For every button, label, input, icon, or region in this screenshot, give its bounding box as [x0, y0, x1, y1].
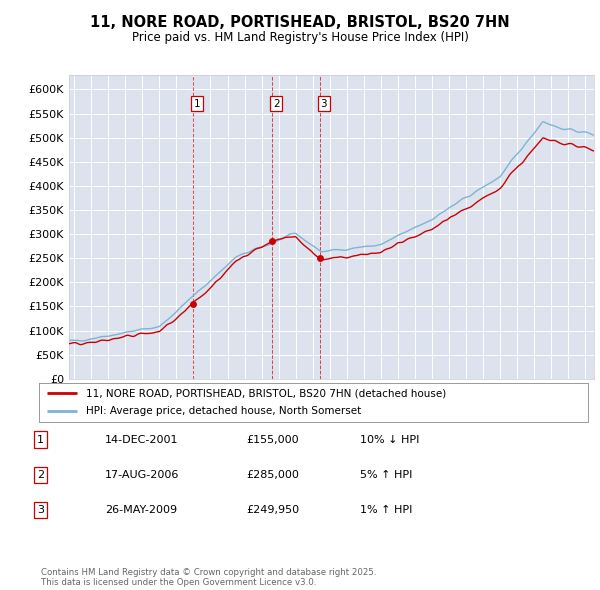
Text: £155,000: £155,000	[246, 435, 299, 444]
Text: 11, NORE ROAD, PORTISHEAD, BRISTOL, BS20 7HN: 11, NORE ROAD, PORTISHEAD, BRISTOL, BS20…	[90, 15, 510, 30]
Text: 26-MAY-2009: 26-MAY-2009	[105, 506, 177, 515]
Text: 2: 2	[273, 99, 280, 109]
Text: 1: 1	[37, 435, 44, 444]
Text: 11, NORE ROAD, PORTISHEAD, BRISTOL, BS20 7HN (detached house): 11, NORE ROAD, PORTISHEAD, BRISTOL, BS20…	[86, 388, 446, 398]
Text: Contains HM Land Registry data © Crown copyright and database right 2025.
This d: Contains HM Land Registry data © Crown c…	[41, 568, 376, 587]
Text: 2: 2	[37, 470, 44, 480]
Text: 10% ↓ HPI: 10% ↓ HPI	[360, 435, 419, 444]
Text: £285,000: £285,000	[246, 470, 299, 480]
Text: HPI: Average price, detached house, North Somerset: HPI: Average price, detached house, Nort…	[86, 407, 361, 417]
Text: 1% ↑ HPI: 1% ↑ HPI	[360, 506, 412, 515]
Text: 14-DEC-2001: 14-DEC-2001	[105, 435, 179, 444]
Text: 17-AUG-2006: 17-AUG-2006	[105, 470, 179, 480]
Text: 3: 3	[37, 506, 44, 515]
Text: Price paid vs. HM Land Registry's House Price Index (HPI): Price paid vs. HM Land Registry's House …	[131, 31, 469, 44]
Text: 1: 1	[193, 99, 200, 109]
Text: 3: 3	[320, 99, 327, 109]
Text: 5% ↑ HPI: 5% ↑ HPI	[360, 470, 412, 480]
Text: £249,950: £249,950	[246, 506, 299, 515]
